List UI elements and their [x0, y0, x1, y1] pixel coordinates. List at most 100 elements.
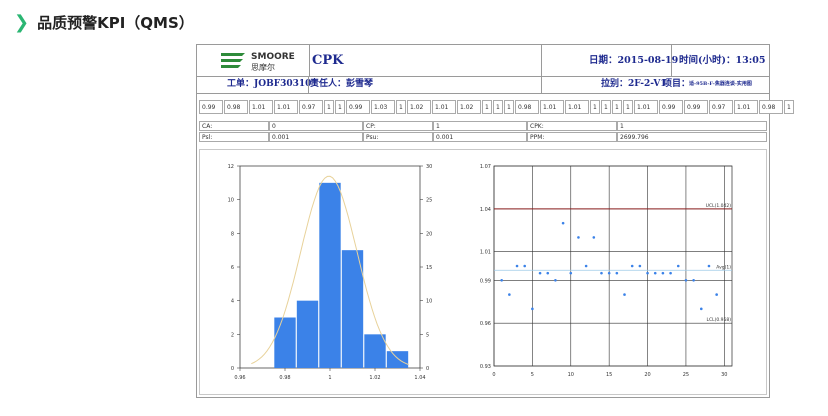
- stat-label: CP:: [363, 121, 433, 131]
- measurement-cell: 0.99: [199, 100, 223, 114]
- info-row: 工单：JOBF303101 责任人：彭雪琴 拉别：2F-2-V1 项目： 适-9…: [197, 76, 769, 94]
- measurement-cell: 0.98: [515, 100, 539, 114]
- data-point: [630, 264, 634, 268]
- measurement-cell: 1: [612, 100, 622, 114]
- measurement-cell: 1: [324, 100, 334, 114]
- measurement-cell: 0.99: [659, 100, 683, 114]
- data-point: [569, 271, 573, 275]
- measurement-cell: 1: [623, 100, 633, 114]
- measurement-cell: 1: [482, 100, 492, 114]
- data-point: [646, 271, 649, 275]
- x-tick-label: 20: [644, 372, 650, 378]
- smoore-logo: SMOORE 思摩尔: [221, 52, 295, 72]
- measurement-cell: 1.03: [371, 100, 395, 114]
- report-title: CPK: [312, 53, 344, 68]
- data-point: [538, 271, 542, 275]
- measurement-cell: 1.01: [274, 100, 298, 114]
- stat-label: CPK:: [527, 121, 617, 131]
- y-tick-label: 4: [231, 299, 234, 305]
- stat-value: 2699.796: [617, 132, 767, 142]
- report-time: 时间(小时)：13:05: [679, 55, 766, 66]
- project-label: 项目：: [663, 79, 691, 89]
- y2-tick-label: 30: [426, 164, 432, 170]
- data-point: [584, 264, 588, 268]
- line-label: 拉别：2F-2-V1: [601, 79, 667, 89]
- histogram-bar: [319, 182, 341, 368]
- ucl-label: UCL(1.042): [706, 203, 732, 209]
- data-point: [523, 264, 527, 268]
- owner-label: 责任人：彭雪琴: [310, 79, 374, 89]
- stat-value: 1: [433, 121, 527, 131]
- lcl-label: LCL(0.958): [706, 317, 731, 323]
- y-tick-label: 12: [228, 164, 234, 170]
- measurement-cell: 1.01: [432, 100, 456, 114]
- report-header: SMOORE 思摩尔 CPK 日期：2015-08-19 时间(小时)：13:0…: [197, 45, 769, 77]
- measurement-cell: 0.99: [346, 100, 370, 114]
- y2-tick-label: 10: [426, 299, 432, 305]
- histogram-chart: 0 2 4 6 8 10 12 0 5 10 15 20 25 30 0.96 0.98 1 1.02 1.04: [228, 164, 433, 381]
- charts-panel: 0 2 4 6 8 10 12 0 5 10 15 20 25 30 0.96 0.98 1 1.02 1.04 0…: [199, 149, 767, 395]
- cpk-report: SMOORE 思摩尔 CPK 日期：2015-08-19 时间(小时)：13:0…: [196, 44, 794, 398]
- y-tick-label: 0.99: [480, 278, 491, 284]
- data-point: [653, 271, 657, 275]
- y-tick-label: 8: [231, 231, 234, 237]
- measurement-cell: 1: [784, 100, 794, 114]
- measurement-cell: 1.02: [457, 100, 481, 114]
- data-point: [699, 307, 703, 311]
- data-point: [554, 278, 557, 282]
- measurement-cell: 1: [493, 100, 503, 114]
- order-label: 工单：JOBF303101: [227, 79, 318, 89]
- measurement-cell: 1: [335, 100, 345, 114]
- y2-tick-label: 0: [426, 366, 429, 372]
- x-tick-label: 1.02: [369, 375, 380, 381]
- avg-label: Avg(1): [716, 264, 731, 270]
- measurement-cell: 1: [504, 100, 514, 114]
- x-tick-label: 0: [492, 372, 495, 378]
- y-tick-label: 1.04: [480, 207, 491, 213]
- x-tick-label: 0.96: [234, 375, 245, 381]
- measurement-row: 0.99 0.98 1.01 1.01 0.97 1 1 0.99 1.03 1 1.02 1.01 1…: [197, 97, 794, 117]
- project-value: 适-95B-F-焦器连谈-实用图: [689, 81, 752, 87]
- stat-value: 1: [617, 121, 767, 131]
- y-tick-label: 1.07: [480, 164, 491, 170]
- y-tick-label: 1.01: [480, 250, 491, 256]
- stat-label: PPM:: [527, 132, 617, 142]
- data-point: [684, 278, 688, 282]
- stat-label: CA:: [199, 121, 269, 131]
- stat-value: 0: [269, 121, 363, 131]
- stat-label: Psl:: [199, 132, 269, 142]
- data-point: [623, 293, 626, 296]
- report-date: 日期：2015-08-19: [589, 55, 679, 66]
- measurement-cell: 0.99: [684, 100, 708, 114]
- y2-tick-label: 25: [426, 198, 432, 204]
- data-point: [676, 264, 680, 268]
- data-point: [600, 271, 603, 275]
- y2-tick-label: 5: [426, 332, 429, 338]
- y-tick-label: 0: [231, 366, 234, 372]
- logo-text: SMOORE: [251, 52, 295, 62]
- y2-tick-label: 20: [426, 231, 432, 237]
- x-tick-label: 0.98: [279, 375, 290, 381]
- data-point: [707, 264, 711, 268]
- normal-curve: [251, 175, 409, 366]
- data-point: [692, 278, 695, 282]
- data-point: [669, 271, 672, 275]
- y-tick-label: 0.93: [480, 364, 491, 370]
- x-tick-label: 1.04: [414, 375, 425, 381]
- logo-subtext: 思摩尔: [251, 62, 275, 72]
- measurement-cell: 0.98: [224, 100, 248, 114]
- measurement-cell: 1.01: [565, 100, 589, 114]
- data-point: [607, 271, 611, 275]
- y-tick-label: 0.96: [480, 321, 491, 327]
- measurement-cell: 1.01: [540, 100, 564, 114]
- measurement-cell: 1.01: [734, 100, 758, 114]
- data-point: [661, 271, 665, 275]
- measurement-cell: 0.98: [759, 100, 783, 114]
- data-point: [515, 264, 519, 268]
- measurement-cell: 1.01: [249, 100, 273, 114]
- plot-frame: [493, 165, 733, 367]
- x-tick-label: 25: [683, 372, 689, 378]
- measurement-cell: 1: [590, 100, 600, 114]
- data-point: [638, 264, 642, 268]
- measurement-cell: 0.97: [709, 100, 733, 114]
